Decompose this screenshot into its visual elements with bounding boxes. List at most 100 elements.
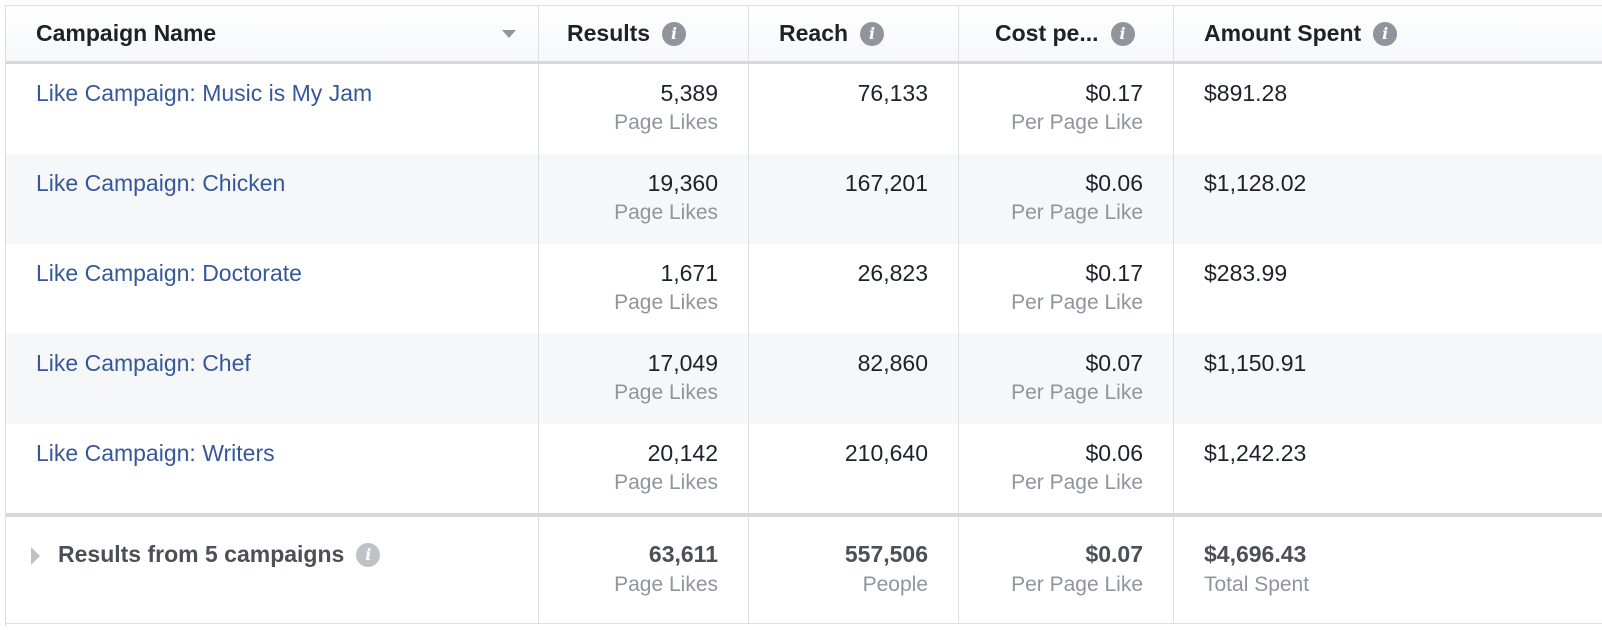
summary-results-unit: Page Likes bbox=[614, 573, 718, 596]
amount-value: $891.28 bbox=[1204, 80, 1288, 106]
column-header-amount-spent[interactable]: Amount Spent i bbox=[1174, 6, 1602, 61]
cost-unit: Per Page Like bbox=[1011, 471, 1143, 494]
summary-reach-value: 557,506 bbox=[844, 541, 928, 567]
results-value: 19,360 bbox=[647, 170, 718, 196]
cost-value: $0.17 bbox=[1085, 80, 1143, 106]
reach-cell: 210,640 bbox=[749, 424, 959, 514]
reach-cell: 167,201 bbox=[749, 154, 959, 244]
table-row: Like Campaign: Chicken 19,360 Page Likes… bbox=[6, 154, 1602, 244]
cost-cell: $0.07 Per Page Like bbox=[959, 334, 1174, 424]
summary-label-cell: Results from 5 campaigns i bbox=[6, 517, 539, 623]
results-unit: Page Likes bbox=[614, 471, 718, 494]
campaign-name-link[interactable]: Like Campaign: Chicken bbox=[36, 170, 286, 196]
reach-cell: 82,860 bbox=[749, 334, 959, 424]
column-header-reach[interactable]: Reach i bbox=[749, 6, 959, 61]
campaign-name-link[interactable]: Like Campaign: Chef bbox=[36, 350, 251, 376]
summary-results-value: 63,611 bbox=[648, 541, 718, 567]
summary-cost-cell: $0.07 Per Page Like bbox=[959, 517, 1174, 623]
results-cell: 1,671 Page Likes bbox=[539, 244, 749, 334]
column-header-cost-per[interactable]: Cost pe... i bbox=[959, 6, 1174, 61]
campaign-name-cell: Like Campaign: Music is My Jam bbox=[6, 64, 539, 154]
cost-cell: $0.06 Per Page Like bbox=[959, 154, 1174, 244]
summary-cost-value: $0.07 bbox=[1085, 541, 1143, 567]
results-value: 5,389 bbox=[660, 80, 718, 106]
summary-row: Results from 5 campaigns i 63,611 Page L… bbox=[6, 513, 1602, 624]
column-header-results[interactable]: Results i bbox=[539, 6, 749, 61]
reach-value: 82,860 bbox=[857, 350, 928, 376]
reach-cell: 76,133 bbox=[749, 64, 959, 154]
table-row: Like Campaign: Writers 20,142 Page Likes… bbox=[6, 424, 1602, 514]
summary-reach-unit: People bbox=[862, 573, 928, 596]
expand-caret-icon[interactable] bbox=[31, 547, 40, 565]
campaign-name-link[interactable]: Like Campaign: Doctorate bbox=[36, 260, 302, 286]
results-value: 17,049 bbox=[647, 350, 718, 376]
results-unit: Page Likes bbox=[614, 291, 718, 314]
table-header: Campaign Name Results i Reach i Cost pe.… bbox=[6, 6, 1602, 64]
table-row: Like Campaign: Chef 17,049 Page Likes 82… bbox=[6, 334, 1602, 424]
summary-cost-unit: Per Page Like bbox=[1011, 573, 1143, 596]
table-row: Like Campaign: Doctorate 1,671 Page Like… bbox=[6, 244, 1602, 334]
reach-value: 167,201 bbox=[844, 170, 928, 196]
cost-unit: Per Page Like bbox=[1011, 381, 1143, 404]
info-icon[interactable]: i bbox=[860, 21, 885, 46]
amount-cell: $1,242.23 bbox=[1174, 424, 1602, 514]
info-icon[interactable]: i bbox=[356, 542, 381, 567]
info-icon[interactable]: i bbox=[1110, 21, 1135, 46]
cost-cell: $0.17 Per Page Like bbox=[959, 64, 1174, 154]
summary-amount-unit: Total Spent bbox=[1204, 573, 1310, 596]
amount-value: $1,128.02 bbox=[1204, 170, 1307, 196]
amount-cell: $1,150.91 bbox=[1174, 334, 1602, 424]
info-icon[interactable]: i bbox=[1373, 21, 1398, 46]
cost-value: $0.06 bbox=[1085, 440, 1143, 466]
column-header-label: Results bbox=[567, 20, 651, 46]
summary-results-cell: 63,611 Page Likes bbox=[539, 517, 749, 623]
column-header-label: Campaign Name bbox=[36, 20, 217, 46]
results-value: 20,142 bbox=[647, 440, 718, 466]
amount-cell: $283.99 bbox=[1174, 244, 1602, 334]
table-row: Like Campaign: Music is My Jam 5,389 Pag… bbox=[6, 64, 1602, 154]
results-unit: Page Likes bbox=[614, 381, 718, 404]
cost-value: $0.07 bbox=[1085, 350, 1143, 376]
results-unit: Page Likes bbox=[614, 201, 718, 224]
column-header-label: Reach bbox=[779, 20, 849, 46]
summary-label: Results from 5 campaigns i bbox=[58, 541, 381, 568]
info-icon[interactable]: i bbox=[662, 21, 687, 46]
cost-unit: Per Page Like bbox=[1011, 291, 1143, 314]
amount-cell: $891.28 bbox=[1174, 64, 1602, 154]
cost-unit: Per Page Like bbox=[1011, 201, 1143, 224]
results-unit: Page Likes bbox=[614, 111, 718, 134]
column-header-label: Amount Spent bbox=[1204, 20, 1362, 46]
results-cell: 19,360 Page Likes bbox=[539, 154, 749, 244]
campaign-name-cell: Like Campaign: Chef bbox=[6, 334, 539, 424]
cost-cell: $0.06 Per Page Like bbox=[959, 424, 1174, 514]
results-value: 1,671 bbox=[660, 260, 718, 286]
summary-amount-value: $4,696.43 bbox=[1204, 541, 1307, 567]
campaign-name-cell: Like Campaign: Chicken bbox=[6, 154, 539, 244]
cost-unit: Per Page Like bbox=[1011, 111, 1143, 134]
reach-value: 210,640 bbox=[844, 440, 928, 466]
summary-label-text: Results from 5 campaigns bbox=[58, 541, 345, 567]
amount-cell: $1,128.02 bbox=[1174, 154, 1602, 244]
summary-amount-cell: $4,696.43 Total Spent bbox=[1174, 517, 1602, 623]
amount-value: $1,150.91 bbox=[1204, 350, 1307, 376]
column-header-label: Cost pe... bbox=[995, 20, 1099, 46]
reach-value: 26,823 bbox=[857, 260, 928, 286]
results-cell: 17,049 Page Likes bbox=[539, 334, 749, 424]
cost-value: $0.17 bbox=[1085, 260, 1143, 286]
sort-down-icon[interactable] bbox=[502, 30, 516, 38]
results-cell: 20,142 Page Likes bbox=[539, 424, 749, 514]
reach-cell: 26,823 bbox=[749, 244, 959, 334]
summary-reach-cell: 557,506 People bbox=[749, 517, 959, 623]
cost-cell: $0.17 Per Page Like bbox=[959, 244, 1174, 334]
campaign-name-cell: Like Campaign: Writers bbox=[6, 424, 539, 514]
results-cell: 5,389 Page Likes bbox=[539, 64, 749, 154]
campaign-table: Campaign Name Results i Reach i Cost pe.… bbox=[5, 5, 1602, 626]
campaign-name-link[interactable]: Like Campaign: Music is My Jam bbox=[36, 80, 373, 106]
amount-value: $283.99 bbox=[1204, 260, 1288, 286]
column-header-campaign-name[interactable]: Campaign Name bbox=[6, 6, 539, 61]
campaign-name-cell: Like Campaign: Doctorate bbox=[6, 244, 539, 334]
campaign-name-link[interactable]: Like Campaign: Writers bbox=[36, 440, 275, 466]
cost-value: $0.06 bbox=[1085, 170, 1143, 196]
amount-value: $1,242.23 bbox=[1204, 440, 1307, 466]
reach-value: 76,133 bbox=[857, 80, 928, 106]
